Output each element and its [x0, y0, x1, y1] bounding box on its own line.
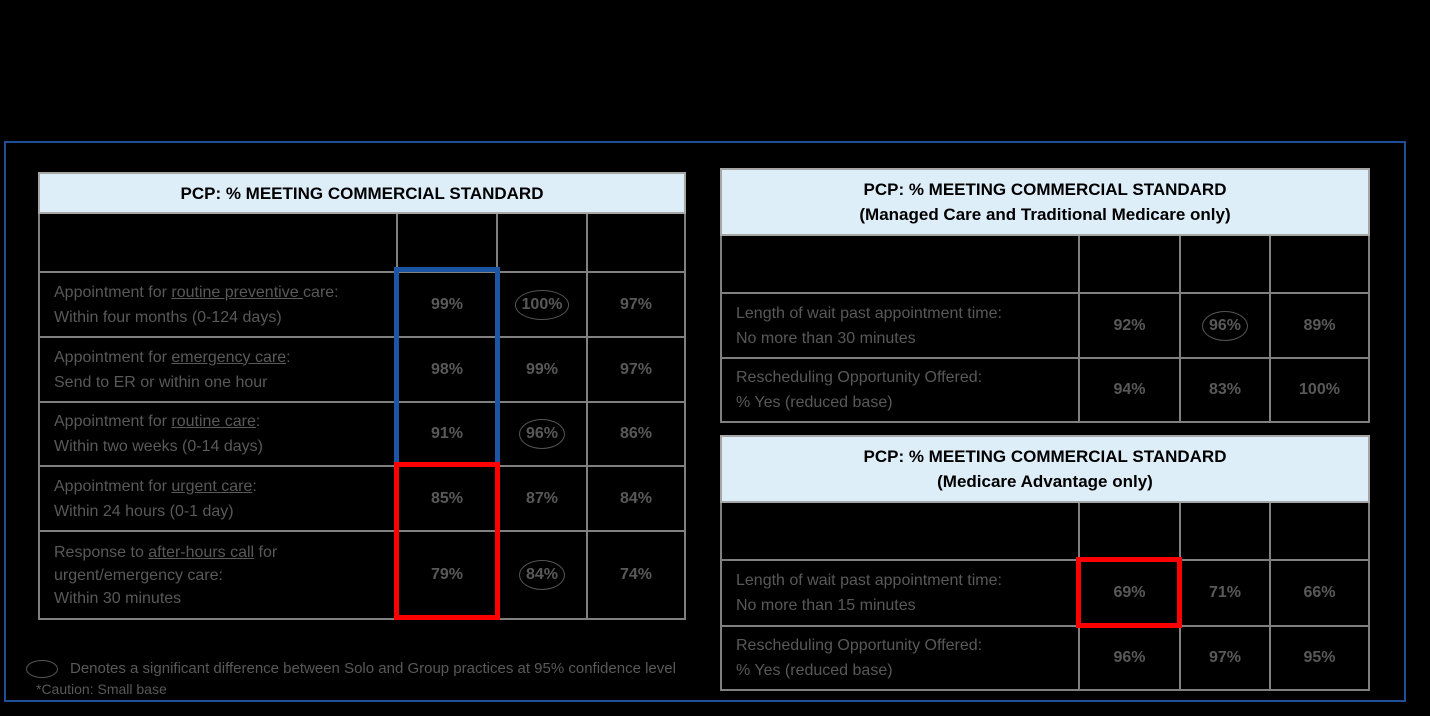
significance-circle: 96%: [1201, 310, 1249, 341]
value-cell: 92%: [1078, 292, 1181, 359]
medicare-advantage-table: PCP: % MEETING COMMERCIAL STANDARD (Medi…: [720, 435, 1370, 691]
table-row: Response to after-hours call for urgent/…: [38, 530, 686, 620]
row-label: Appointment for routine preventive care:…: [38, 271, 398, 338]
value-cell: 86%: [586, 401, 686, 467]
header-cell: [720, 234, 1080, 294]
row-label: Length of wait past appointment time: No…: [720, 292, 1080, 359]
header-cell: [1179, 234, 1271, 294]
header-cell: [586, 212, 686, 273]
header-cell: [1078, 234, 1181, 294]
legend: Denotes a significant difference between…: [26, 659, 676, 700]
table-title: PCP: % MEETING COMMERCIAL STANDARD (Mana…: [720, 168, 1370, 236]
header-cell: [1269, 501, 1370, 561]
table-row: Length of wait past appointment time: No…: [720, 559, 1370, 627]
value-cell: 96%: [1078, 625, 1181, 691]
value-cell: 94%: [1078, 357, 1181, 423]
table-title: PCP: % MEETING COMMERCIAL STANDARD: [38, 172, 686, 214]
row-label: Appointment for routine care: Within two…: [38, 401, 398, 467]
row-label: Appointment for emergency care: Send to …: [38, 336, 398, 403]
content-frame: [4, 141, 1406, 702]
header-cell: [1269, 234, 1370, 294]
row-label: Rescheduling Opportunity Offered: % Yes …: [720, 625, 1080, 691]
value-cell: 97%: [586, 336, 686, 403]
value-cell: 99%: [496, 336, 588, 403]
row-label: Length of wait past appointment time: No…: [720, 559, 1080, 627]
value-cell: 97%: [586, 271, 686, 338]
significance-circle: 84%: [518, 560, 566, 590]
commercial-standard-table: PCP: % MEETING COMMERCIAL STANDARD Appoi…: [38, 172, 686, 620]
header-cell: [1078, 501, 1181, 561]
value-cell: 69%: [1078, 559, 1181, 627]
table-row: Appointment for urgent care: Within 24 h…: [38, 465, 686, 532]
significance-circle: 100%: [514, 289, 570, 320]
table-row: Appointment for emergency care: Send to …: [38, 336, 686, 403]
value-cell: 97%: [1179, 625, 1271, 691]
value-cell: 96%: [496, 401, 588, 467]
value-cell: 84%: [496, 530, 588, 620]
row-label: Appointment for urgent care: Within 24 h…: [38, 465, 398, 532]
value-cell: 83%: [1179, 357, 1271, 423]
value-cell: 96%: [1179, 292, 1271, 359]
row-label: Rescheduling Opportunity Offered: % Yes …: [720, 357, 1080, 423]
value-cell: 95%: [1269, 625, 1370, 691]
value-cell: 91%: [396, 401, 498, 467]
header-cell: [496, 212, 588, 273]
significance-circle: 96%: [518, 419, 566, 449]
value-cell: 74%: [586, 530, 686, 620]
value-cell: 66%: [1269, 559, 1370, 627]
value-cell: 89%: [1269, 292, 1370, 359]
table-title: PCP: % MEETING COMMERCIAL STANDARD (Medi…: [720, 435, 1370, 503]
header-cell: [38, 212, 398, 273]
header-cell: [720, 501, 1080, 561]
value-cell: 84%: [586, 465, 686, 532]
value-cell: 98%: [396, 336, 498, 403]
table-row: Length of wait past appointment time: No…: [720, 292, 1370, 359]
row-label: Response to after-hours call for urgent/…: [38, 530, 398, 620]
header-cell: [396, 212, 498, 273]
managed-care-table: PCP: % MEETING COMMERCIAL STANDARD (Mana…: [720, 168, 1370, 423]
value-cell: 99%: [396, 271, 498, 338]
value-cell: 85%: [396, 465, 498, 532]
table-row: Appointment for routine care: Within two…: [38, 401, 686, 467]
table-row: Rescheduling Opportunity Offered: % Yes …: [720, 625, 1370, 691]
table-row: Rescheduling Opportunity Offered: % Yes …: [720, 357, 1370, 423]
value-cell: 100%: [496, 271, 588, 338]
significance-note: Denotes a significant difference between…: [70, 660, 676, 677]
value-cell: 87%: [496, 465, 588, 532]
table-row: Appointment for routine preventive care:…: [38, 271, 686, 338]
caution-note: *Caution: Small base: [36, 681, 167, 697]
value-cell: 71%: [1179, 559, 1271, 627]
value-cell: 79%: [396, 530, 498, 620]
value-cell: 100%: [1269, 357, 1370, 423]
oval-icon: [26, 660, 58, 679]
header-cell: [1179, 501, 1271, 561]
